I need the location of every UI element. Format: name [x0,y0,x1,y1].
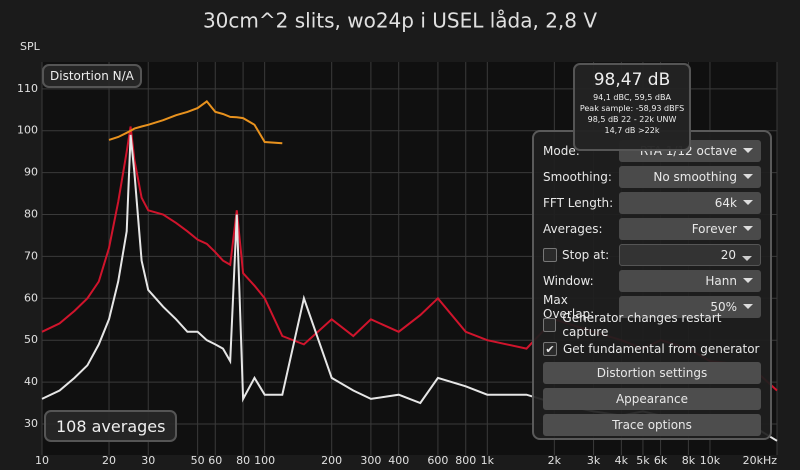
x-tick-label: 30 [141,454,155,467]
x-tick-label: 1k [481,454,495,467]
x-tick-label: 400 [388,454,409,467]
x-tick-label: 800 [455,454,476,467]
x-tick-label: 10 [35,454,49,467]
setting-label-wrap: Stop at: [543,248,619,262]
y-tick-label: 30 [24,417,38,430]
setting-label: Stop at: [562,248,610,262]
setting-row: FFT Length: 64k [543,192,761,214]
dropdown[interactable]: 50% [619,296,761,318]
settings-panel: Mode: RTA 1/12 octave Smoothing: No smoothi… [532,130,772,440]
checkbox[interactable] [543,318,557,332]
y-tick-label: 50 [24,333,38,346]
setting-label-wrap: Averages: [543,222,619,236]
dropdown[interactable]: Hann [619,270,761,292]
dropdown[interactable]: No smoothing [619,166,761,188]
y-tick-label: 100 [17,124,38,137]
dropdown[interactable]: 64k [619,192,761,214]
readout-line: 98,5 dB 22 - 22k UNW [587,115,677,124]
readout-line: 94,1 dBC, 59,5 dBA [593,93,671,102]
chart-title: 30cm^2 slits, wo24p i USEL låda, 2,8 V [203,9,597,33]
averages-badge: 108 averages [44,410,178,442]
setting-label: Smoothing: [543,170,612,184]
checkbox-row[interactable]: ✔ Get fundamental from generator [543,338,761,360]
y-tick-label: 90 [24,166,38,179]
checkbox[interactable] [543,248,557,262]
x-tick-label: 8k [682,454,696,467]
x-tick-label: 600 [427,454,448,467]
y-axis-label: SPL [20,40,41,53]
x-tick-label: 100 [254,454,275,467]
button[interactable]: Distortion settings [543,362,761,384]
x-tick-label: 20 [102,454,116,467]
x-tick-label: 5k [636,454,650,467]
y-tick-label: 70 [24,249,38,262]
distortion-badge: Distortion N/A [42,64,142,88]
setting-label: FFT Length: [543,196,614,210]
x-tick-label: 10k [700,454,721,467]
x-tick-label: 6k [654,454,668,467]
setting-label-wrap: Mode: [543,144,619,158]
y-tick-label: 60 [24,291,38,304]
x-tick-label: 2k [548,454,562,467]
trace-line [108,100,283,145]
dropdown[interactable]: Forever [619,218,761,240]
x-tick-label: 60 [208,454,222,467]
spinner[interactable]: 20 [619,244,761,266]
button[interactable]: Trace options [543,414,761,436]
x-tick-label: 50 [191,454,205,467]
x-tick-label: 3k [587,454,601,467]
readout-line: Peak sample: -58,93 dBFS [579,104,685,113]
setting-label-wrap: Window: [543,274,619,288]
setting-label-wrap: Smoothing: [543,170,619,184]
checkbox[interactable]: ✔ [543,342,557,356]
button[interactable]: Appearance [543,388,761,410]
setting-label: Max Overlap: [543,293,595,321]
x-tick-label: 4k [615,454,629,467]
setting-label-wrap: Max Overlap: [543,293,619,321]
checkbox-label: Get fundamental from generator [563,342,760,356]
readout-main: 98,47 dB [593,70,671,90]
setting-label: Averages: [543,222,603,236]
x-tick-label: 20kHz [743,454,778,467]
setting-row: Averages: Forever [543,218,761,240]
y-tick-label: 40 [24,375,38,388]
y-tick-label: 80 [24,208,38,221]
setting-label: Window: [543,274,594,288]
x-tick-label: 300 [360,454,381,467]
setting-row: Stop at: 20 [543,244,761,266]
setting-label: Mode: [543,144,580,158]
readout-line: 14,7 dB >22k [604,126,660,135]
setting-row: Window: Hann [543,270,761,292]
checkbox-row[interactable]: Generator changes restart capture [543,311,761,339]
setting-label-wrap: FFT Length: [543,196,619,210]
level-readout: 98,47 dB 94,1 dBC, 59,5 dBA Peak sample: … [573,63,691,151]
checkbox-label: Generator changes restart capture [562,311,722,339]
x-tick-label: 80 [236,454,250,467]
readout-lines: 94,1 dBC, 59,5 dBA Peak sample: -58,93 dB… [575,92,689,136]
setting-row: Max Overlap: 50% [543,293,761,321]
setting-row: Smoothing: No smoothing [543,166,761,188]
x-tick-label: 200 [321,454,342,467]
y-tick-label: 110 [17,82,38,95]
